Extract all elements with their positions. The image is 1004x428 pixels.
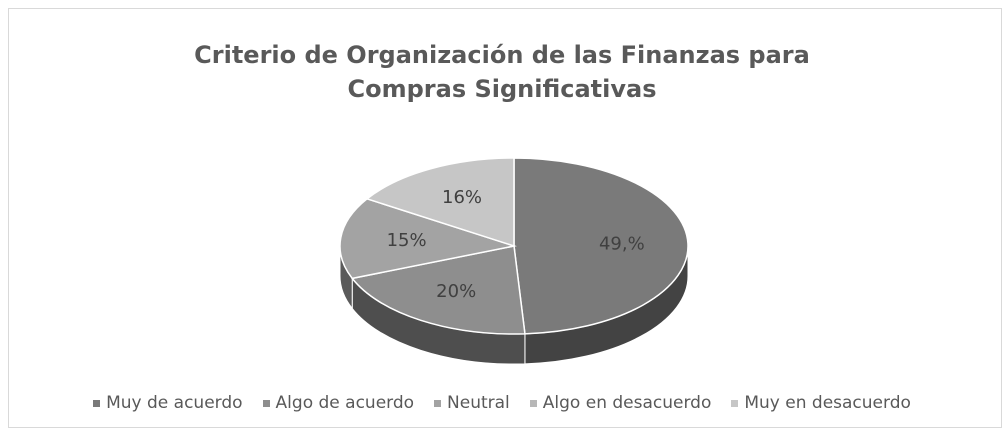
data-label: 20% <box>436 281 476 302</box>
legend-label: Algo de acuerdo <box>275 393 415 413</box>
pie-slice <box>513 157 689 335</box>
pie-slice <box>365 157 515 248</box>
legend-item: Muy de acuerdo <box>93 393 243 413</box>
chart-title: Criterio de Organización de las Finanzas… <box>194 41 810 103</box>
legend-item: Neutral <box>434 393 510 413</box>
data-label: 49,% <box>599 233 645 254</box>
legend-label: Muy de acuerdo <box>106 393 243 413</box>
data-label: 16% <box>442 187 482 208</box>
legend-swatch <box>434 399 442 407</box>
legend-item: Algo en desacuerdo <box>529 393 712 413</box>
chart: 49,% 20% 15% 16% <box>339 157 689 365</box>
legend-label: Muy en desacuerdo <box>744 393 911 413</box>
legend-label: Algo en desacuerdo <box>542 393 712 413</box>
legend: Muy de acuerdo Algo de acuerdo Neutral Algo… <box>0 393 1004 413</box>
data-label: 15% <box>387 230 427 251</box>
pie-slice <box>339 198 517 280</box>
legend-item: Muy en desacuerdo <box>731 393 911 413</box>
legend-swatch <box>93 399 101 407</box>
pie-slice <box>350 245 526 335</box>
legend-swatch <box>529 399 537 407</box>
legend-swatch <box>262 399 270 407</box>
legend-label: Neutral <box>447 393 510 413</box>
legend-item: Algo de acuerdo <box>262 393 415 413</box>
legend-swatch <box>731 399 739 407</box>
